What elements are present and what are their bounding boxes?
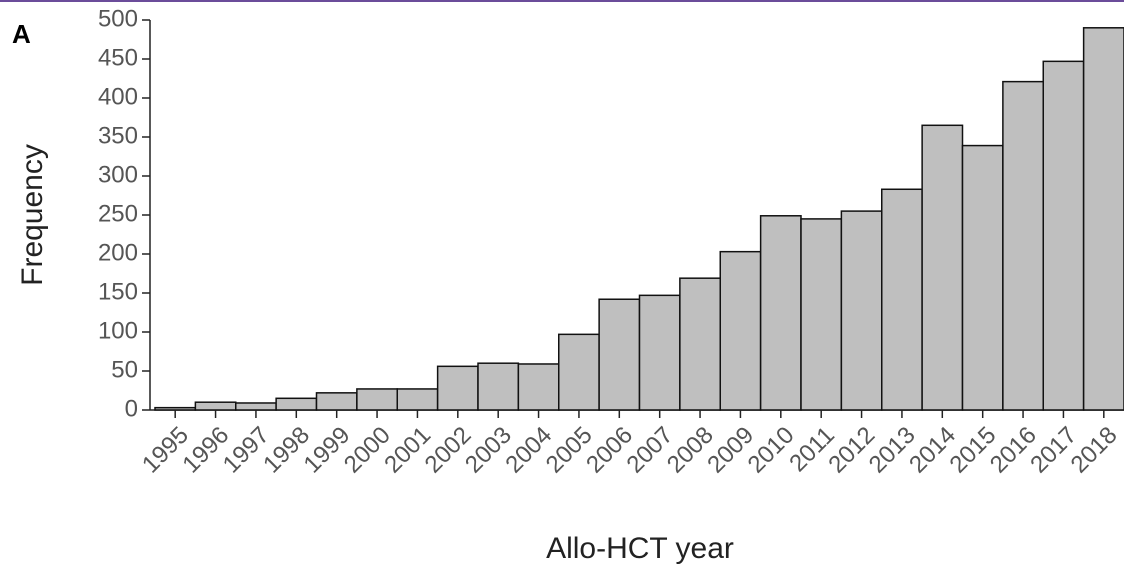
bar bbox=[719, 250, 762, 411]
bar bbox=[598, 298, 641, 411]
bar bbox=[1082, 27, 1124, 411]
y-tick-label: 500 bbox=[98, 5, 138, 32]
bar bbox=[759, 215, 802, 411]
x-tick-label: 2018 bbox=[1066, 422, 1123, 479]
bar bbox=[921, 124, 964, 411]
y-tick-label: 300 bbox=[98, 161, 138, 188]
y-tick-label: 150 bbox=[98, 278, 138, 305]
bar bbox=[235, 402, 277, 411]
bar bbox=[194, 401, 237, 411]
bar bbox=[154, 406, 197, 411]
bar bbox=[477, 362, 520, 411]
bar bbox=[1042, 60, 1085, 411]
bar bbox=[638, 294, 681, 411]
top-border bbox=[0, 0, 1124, 2]
y-axis-label: Frequency bbox=[16, 144, 49, 286]
y-tick-label: 200 bbox=[98, 239, 138, 266]
bar bbox=[396, 388, 439, 411]
y-tick-label: 400 bbox=[98, 83, 138, 110]
y-tick-label: 100 bbox=[98, 317, 138, 344]
x-axis-label: Allo-HCT year bbox=[546, 532, 734, 565]
bar bbox=[840, 210, 883, 411]
bar bbox=[961, 144, 1004, 411]
bar bbox=[1002, 80, 1044, 411]
panel-label: A bbox=[12, 19, 31, 49]
y-tick-label: 50 bbox=[111, 356, 138, 383]
bar bbox=[517, 363, 560, 411]
bar bbox=[436, 365, 479, 411]
bar bbox=[558, 333, 600, 411]
bar bbox=[275, 397, 318, 411]
y-tick-label: 250 bbox=[98, 200, 138, 227]
bar bbox=[356, 388, 398, 411]
bar bbox=[679, 277, 721, 411]
y-tick-label: 0 bbox=[125, 395, 138, 422]
y-tick-label: 350 bbox=[98, 122, 138, 149]
y-tick-label: 450 bbox=[98, 44, 138, 71]
bar bbox=[881, 188, 923, 411]
bar bbox=[800, 218, 843, 411]
bar bbox=[315, 392, 358, 411]
